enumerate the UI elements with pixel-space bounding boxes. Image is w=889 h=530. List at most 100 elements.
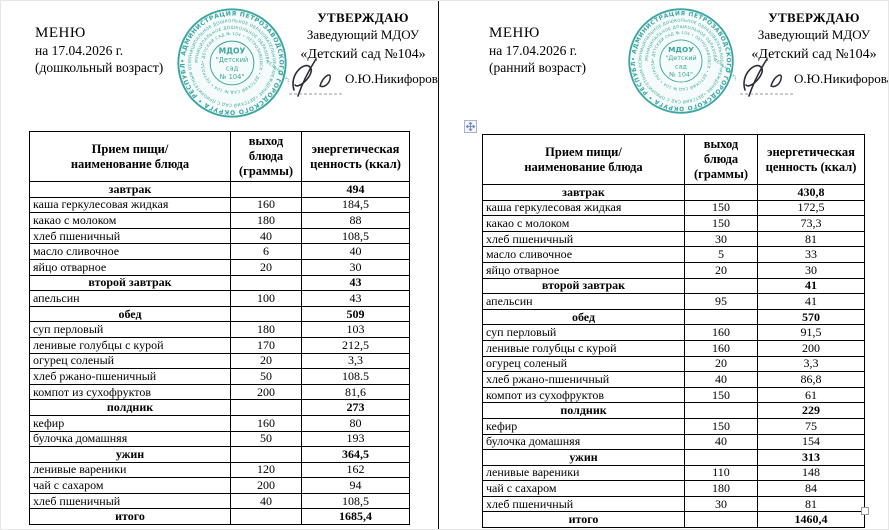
approval-block: УТВЕРЖДАЮ Заведующий МДОУ «Детский сад №… — [285, 9, 441, 63]
column-header-energy: энергетическая ценность (ккал) — [757, 134, 865, 185]
table-row-item: булочка домашняя 40 154 — [482, 433, 865, 451]
cell-name: булочка домашняя — [29, 430, 231, 448]
menu-age-group: (дошкольный возраст) — [35, 60, 164, 75]
approval-block: УТВЕРЖДАЮ Заведующий МДОУ «Детский сад №… — [736, 9, 888, 63]
cell-name: суп перловый — [482, 324, 685, 341]
table-row-item: каша геркулесовая жидкая 160 184,5 — [29, 196, 410, 214]
cell-kcal: 84 — [757, 480, 865, 497]
cell-kcal: 86,8 — [757, 371, 865, 388]
cell-kcal: 75 — [757, 417, 865, 435]
table-row-item: чай с сахаром 180 84 — [482, 480, 865, 497]
table-row-section: второй завтрак 41 — [482, 277, 865, 295]
cell-kcal: 61 — [757, 386, 865, 404]
cell-kcal: 43 — [301, 290, 410, 307]
cell-kcal: 172,5 — [757, 199, 865, 217]
cell-grams — [684, 511, 758, 529]
cell-name: хлеб ржано-пшеничный — [482, 371, 685, 388]
approval-position: Заведующий МДОУ — [757, 27, 871, 42]
cell-kcal: 73,3 — [757, 215, 865, 232]
cell-grams — [684, 402, 758, 419]
cell-grams: 200 — [230, 477, 302, 494]
table-row-item: хлеб пшеничный 30 81 — [482, 495, 865, 513]
table-row-item: компот из сухофруктов 200 81,6 — [29, 383, 410, 401]
table-row-item: хлеб ржано-пшеничный 50 108.5 — [29, 368, 410, 385]
cell-kcal: 94 — [301, 477, 410, 494]
cell-grams — [230, 508, 302, 526]
table-row-section: обед 509 — [29, 305, 410, 323]
cell-grams: 50 — [230, 430, 302, 448]
cell-grams: 40 — [230, 492, 302, 510]
cell-grams: 6 — [230, 243, 302, 260]
cell-kcal: 108,5 — [301, 492, 410, 510]
cell-grams — [684, 277, 758, 295]
svg-text:№ 104": № 104" — [219, 73, 245, 81]
cell-kcal: 88 — [301, 212, 410, 229]
table-row-item: ленивые вареники 110 148 — [482, 464, 865, 482]
cell-kcal: 103 — [301, 321, 410, 338]
cell-name: итого — [29, 508, 231, 526]
table-row-item: хлеб пшеничный 40 108,5 — [29, 227, 410, 245]
cell-kcal: 1460,4 — [757, 511, 865, 529]
svg-text:"Детский: "Детский — [665, 54, 696, 62]
table-row-item: суп перловый 180 103 — [29, 321, 410, 338]
table-row-item: масло сливочное 6 40 — [29, 243, 410, 260]
cell-grams: 150 — [684, 386, 758, 404]
cell-name: второй завтрак — [482, 277, 685, 295]
cell-name: масло сливочное — [29, 243, 231, 260]
column-header-energy: энергетическая ценность (ккал) — [301, 131, 410, 182]
cell-grams: 50 — [230, 368, 302, 385]
cell-name: хлеб ржано-пшеничный — [29, 368, 231, 385]
svg-text:сад: сад — [226, 65, 239, 73]
table-row-item: хлеб ржано-пшеничный 40 86,8 — [482, 371, 865, 388]
cell-name: какао с молоком — [482, 215, 685, 232]
cell-name: яйцо отварное — [482, 261, 685, 279]
cell-grams — [230, 274, 302, 292]
table-move-handle[interactable] — [464, 120, 477, 133]
cell-name: кефир — [482, 417, 685, 435]
cell-grams: 30 — [684, 495, 758, 513]
table-row-item: хлеб пшеничный 30 81 — [482, 230, 865, 248]
menu-table-preschool: Прием пищи/ наименование блюда выход блю… — [29, 131, 410, 526]
cell-name: обед — [482, 308, 685, 326]
cell-name: второй завтрак — [29, 274, 231, 292]
menu-date: на 17.04.2026 г. — [35, 43, 124, 58]
column-header-weight: выход блюда (граммы) — [684, 134, 758, 185]
table-row-item: масло сливочное 5 33 — [482, 246, 865, 263]
table-row-item: ленивые вареники 120 162 — [29, 461, 410, 479]
signature-icon — [289, 58, 342, 97]
cell-name: апельсин — [29, 290, 231, 307]
approval-header: УТВЕРЖДАЮ — [317, 10, 409, 25]
table-row-item: огурец соленый 20 3,3 — [482, 355, 865, 373]
cell-name: компот из сухофруктов — [29, 383, 231, 401]
cell-grams: 180 — [230, 321, 302, 338]
cell-grams: 150 — [684, 215, 758, 232]
cell-kcal: 91,5 — [757, 324, 865, 341]
cell-name: кефир — [29, 414, 231, 432]
cell-grams: 180 — [230, 212, 302, 229]
table-resize-handle[interactable] — [861, 507, 869, 515]
cell-kcal: 570 — [757, 308, 865, 326]
table-row-item: какао с молоком 150 73,3 — [482, 215, 865, 232]
cell-kcal: 43 — [301, 274, 410, 292]
table-row-item: кефир 160 80 — [29, 414, 410, 432]
cell-name: полдник — [29, 399, 231, 416]
table-row-section: завтрак 494 — [29, 181, 410, 198]
table-row-item: огурец соленый 20 3,3 — [29, 352, 410, 370]
cell-kcal: 3,3 — [301, 352, 410, 370]
cell-grams: 200 — [230, 383, 302, 401]
cell-kcal: 41 — [757, 277, 865, 295]
cell-kcal: 509 — [301, 305, 410, 323]
cell-grams — [230, 399, 302, 416]
cell-name: ленивые голубцы с курой — [482, 339, 685, 357]
cell-kcal: 494 — [301, 181, 410, 198]
cell-kcal: 40 — [301, 243, 410, 260]
table-row-item: яйцо отварное 20 30 — [482, 261, 865, 279]
cell-kcal: 193 — [301, 430, 410, 448]
cell-kcal: 81 — [757, 495, 865, 513]
table-header-row: Прием пищи/ наименование блюда выход блю… — [482, 134, 865, 185]
cell-kcal: 80 — [301, 414, 410, 432]
cell-name: чай с сахаром — [482, 480, 685, 497]
cell-grams: 150 — [684, 199, 758, 217]
cell-grams — [684, 184, 758, 201]
